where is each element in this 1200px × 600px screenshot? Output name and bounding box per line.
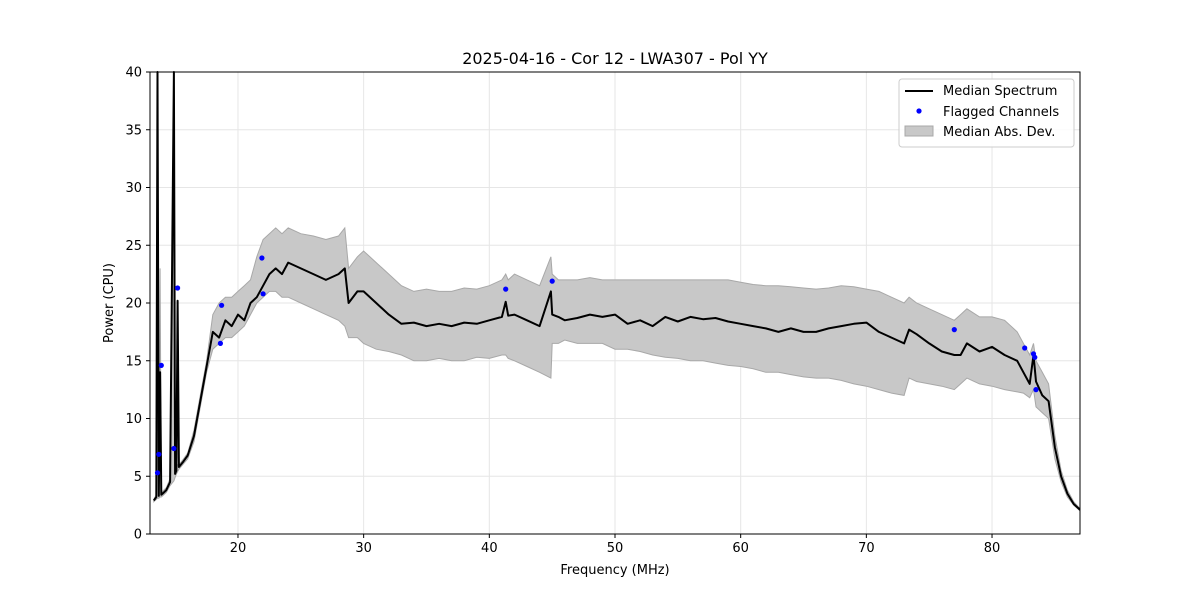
y-tick-label-2: 10 (125, 412, 142, 427)
x-tick-label-5: 70 (858, 541, 875, 556)
flagged-point (156, 451, 162, 457)
y-axis: 0 5 10 15 20 25 30 35 40 (125, 66, 150, 543)
flagged-point (1033, 387, 1039, 393)
flagged-point (259, 255, 265, 261)
y-tick-label-3: 15 (125, 354, 142, 369)
x-tick-label-0: 20 (230, 541, 247, 556)
x-tick-label-4: 60 (732, 541, 749, 556)
legend-mad-swatch (904, 125, 934, 137)
flagged-point (503, 286, 509, 292)
legend-median-label: Median Spectrum (943, 84, 1057, 99)
chart-title: 2025-04-16 - Cor 12 - LWA307 - Pol YY (462, 49, 768, 68)
flagged-point (1022, 345, 1028, 351)
x-tick-label-6: 80 (984, 541, 1001, 556)
legend-mad-label: Median Abs. Dev. (943, 125, 1055, 140)
x-tick-label-1: 30 (355, 541, 372, 556)
legend-flagged-label: Flagged Channels (943, 105, 1059, 120)
flagged-point (219, 302, 225, 308)
flagged-point (171, 445, 177, 452)
legend: Median Spectrum Flagged Channels Median … (898, 78, 1075, 148)
x-axis-title: Frequency (MHz) (560, 563, 669, 578)
flagged-point (154, 470, 161, 476)
y-tick-label-6: 30 (125, 181, 142, 196)
flagged-point (951, 327, 957, 333)
median-line (152, 71, 1081, 511)
flagged-point (1032, 354, 1038, 360)
flagged-point (175, 285, 181, 291)
flagged-point (158, 362, 164, 368)
x-axis: 20 30 40 50 60 70 80 (230, 534, 1001, 556)
y-axis-title: Power (CPU) (102, 263, 117, 343)
median-spectrum-line (152, 71, 1081, 511)
y-tick-label-5: 25 (125, 239, 142, 254)
flagged-point (549, 278, 555, 284)
y-tick-label-0: 0 (134, 528, 142, 543)
y-tick-label-8: 40 (125, 66, 142, 81)
x-tick-label-2: 40 (481, 541, 498, 556)
y-tick-label-7: 35 (125, 123, 142, 138)
x-tick-label-3: 50 (607, 541, 624, 556)
legend-box (898, 78, 1075, 148)
flagged-point (217, 340, 223, 346)
mad-band (153, 129, 1081, 513)
y-tick-label-1: 5 (134, 470, 142, 485)
legend-flagged-swatch (916, 108, 922, 114)
mad-band-area (153, 129, 1081, 513)
y-tick-label-4: 20 (125, 297, 142, 312)
flagged-points (154, 255, 1039, 476)
flagged-point (260, 291, 266, 297)
